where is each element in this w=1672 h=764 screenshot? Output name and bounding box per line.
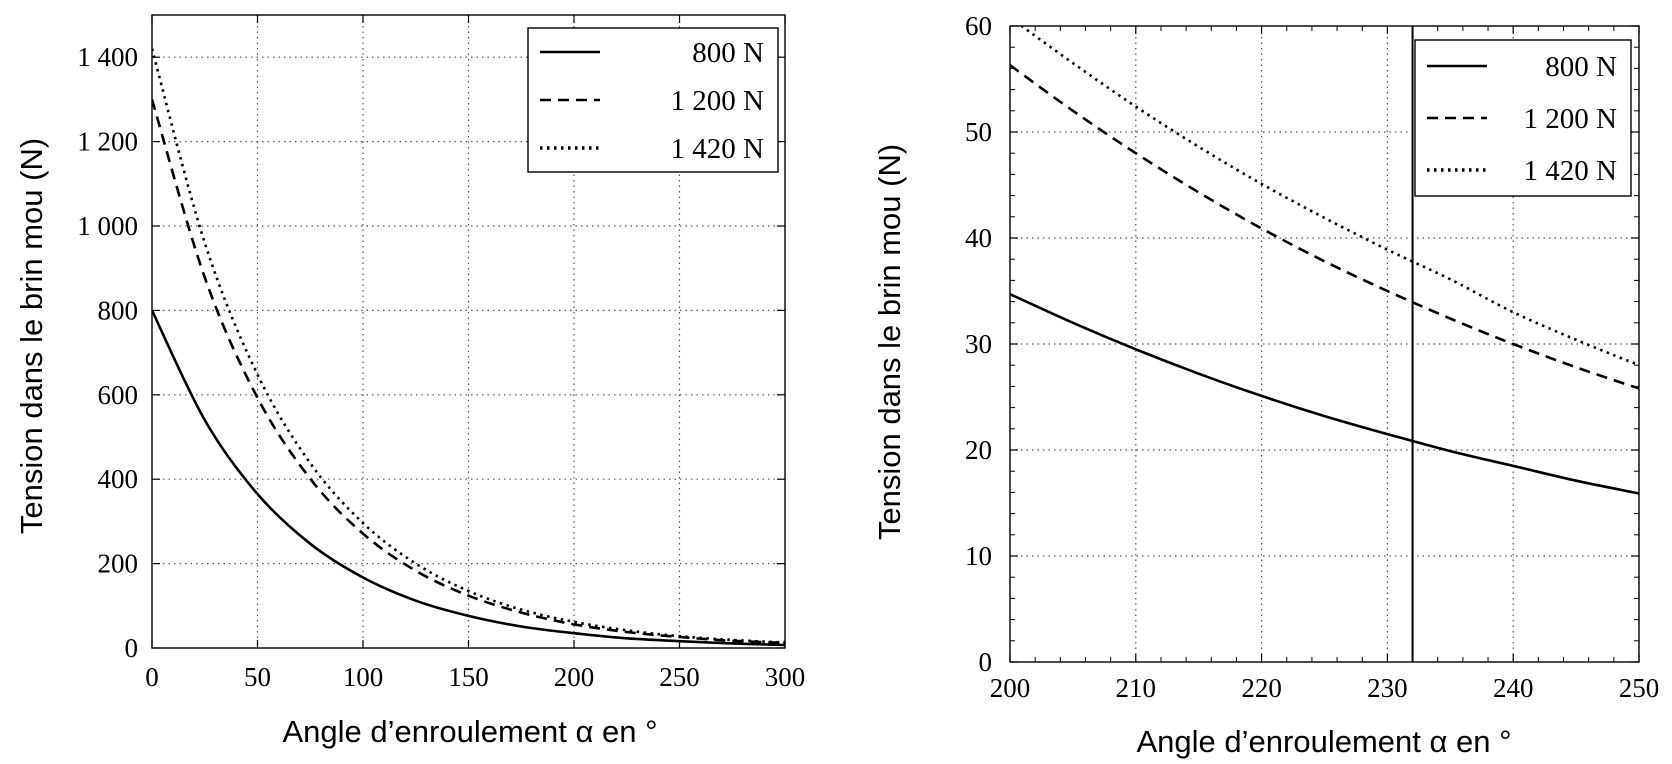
tick-labels-left: 0 50 100 150 200 250 300 0 200 400 600 800 1 000 1 20… (77, 42, 805, 692)
x-tick-label-right: 210 (1116, 673, 1157, 703)
y-tick-label-left: 600 (98, 380, 139, 410)
y-tick-label-left: 400 (98, 464, 139, 494)
x-tick-label-left: 300 (765, 662, 806, 692)
x-tick-label-left: 0 (145, 662, 159, 692)
y-tick-label-left: 800 (98, 295, 139, 325)
y-axis-title-right: Tension dans le brin mou (N) (872, 144, 907, 540)
y-tick-label-right: 50 (965, 117, 992, 147)
y-tick-label-left: 1 200 (77, 127, 138, 157)
chart-left: 0 50 100 150 200 250 300 0 200 400 600 800 1 000 1 20… (14, 14, 805, 749)
x-axis-title-left: Angle d’enroulement α en ° (283, 714, 658, 749)
y-tick-label-right: 20 (965, 435, 992, 465)
y-tick-label-right: 0 (979, 647, 993, 677)
x-tick-label-left: 50 (244, 662, 271, 692)
series-line-dashed-left (152, 99, 785, 645)
ticks-left (151, 15, 786, 649)
tick-labels-right: 200 210 220 230 240 250 0 10 20 30 40 50 60 (965, 11, 1659, 703)
y-tick-label-right: 40 (965, 223, 992, 253)
legend-label-dotted-left: 1 420 N (671, 133, 765, 165)
series-right (1010, 26, 1639, 662)
x-tick-label-left: 250 (659, 662, 700, 692)
series-line-dotted-right (1019, 26, 1639, 367)
y-tick-label-left: 1 400 (77, 42, 138, 72)
legend-right: 800 N 1 200 N 1 420 N (1414, 39, 1632, 197)
ticks-right (1009, 25, 1640, 663)
y-tick-label-left: 0 (125, 633, 139, 663)
chart-right: 200 210 220 230 240 250 0 10 20 30 40 50 60 800 N 1 2… (872, 11, 1659, 759)
x-tick-label-right: 230 (1367, 673, 1408, 703)
legend-label-solid-right: 800 N (1545, 51, 1617, 83)
y-tick-label-right: 60 (965, 11, 992, 41)
legend-left: 800 N 1 200 N 1 420 N (527, 27, 779, 173)
series-line-solid-right (1010, 293, 1639, 495)
x-tick-label-right: 200 (990, 673, 1031, 703)
legend-label-solid-left: 800 N (692, 37, 764, 69)
x-tick-label-left: 150 (448, 662, 489, 692)
series-line-dashed-right (1010, 64, 1639, 390)
x-tick-label-right: 240 (1493, 673, 1534, 703)
y-axis-title-left: Tension dans le brin mou (N) (14, 138, 49, 534)
legend-label-dashed-right: 1 200 N (1524, 103, 1618, 135)
legend-label-dotted-right: 1 420 N (1524, 155, 1618, 187)
x-tick-label-right: 220 (1241, 673, 1282, 703)
y-tick-label-left: 200 (98, 549, 139, 579)
x-tick-label-left: 200 (554, 662, 595, 692)
y-tick-label-right: 10 (965, 541, 992, 571)
x-axis-title-right: Angle d’enroulement α en ° (1137, 724, 1512, 759)
y-tick-label-left: 1 000 (77, 211, 138, 241)
x-tick-label-right: 250 (1619, 673, 1660, 703)
y-tick-label-right: 30 (965, 329, 992, 359)
legend-label-dashed-left: 1 200 N (671, 85, 765, 117)
series-left (152, 48, 785, 647)
x-tick-label-left: 100 (343, 662, 384, 692)
series-line-solid-left (152, 309, 785, 647)
